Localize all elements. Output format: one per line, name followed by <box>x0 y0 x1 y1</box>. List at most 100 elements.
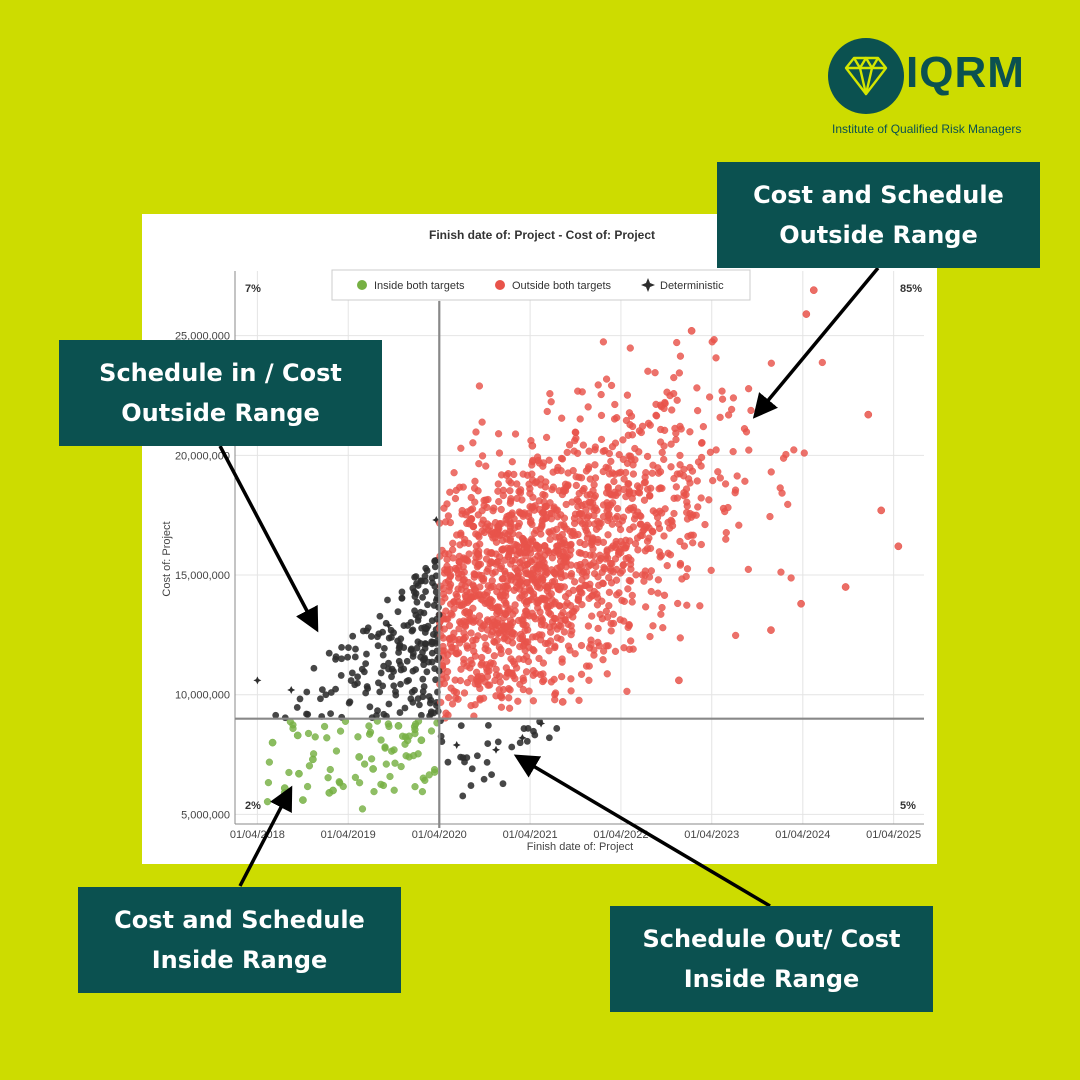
point-outside <box>445 693 453 702</box>
point-deterministic <box>296 695 304 703</box>
point-outside <box>539 459 548 467</box>
point-outside <box>656 438 665 446</box>
point-outside <box>549 483 557 491</box>
point-deterministic <box>419 693 427 701</box>
point-inside <box>354 733 362 741</box>
point-outside <box>528 535 536 543</box>
point-outside <box>507 520 515 528</box>
point-outside <box>545 582 553 590</box>
point-outside <box>460 689 469 697</box>
arrow-bottom-left <box>238 785 293 887</box>
point-outside <box>604 516 612 525</box>
point-outside <box>587 640 595 649</box>
point-outside <box>712 354 720 362</box>
point-outside <box>474 511 482 519</box>
point-outside <box>553 466 561 475</box>
point-deterministic <box>377 669 385 677</box>
point-deterministic <box>484 740 492 747</box>
point-outside <box>494 487 502 495</box>
point-outside <box>541 491 549 499</box>
point-deterministic <box>494 738 502 746</box>
point-outside <box>647 567 655 575</box>
point-deterministic <box>516 739 524 747</box>
point-outside <box>494 480 502 488</box>
point-outside <box>468 505 477 513</box>
point-outside <box>571 578 579 586</box>
scatter-chart: 01/04/2018 01/04/2019 01/04/2020 01/04/2021… <box>161 228 924 853</box>
point-inside <box>402 752 410 760</box>
point-deterministic <box>395 649 402 656</box>
point-deterministic <box>348 669 356 677</box>
point-deterministic <box>374 707 381 715</box>
point-deterministic <box>473 752 481 760</box>
point-inside <box>411 783 419 791</box>
point-outside <box>558 658 566 666</box>
point-deterministic <box>415 701 423 709</box>
point-deterministic <box>432 515 441 524</box>
point-outside <box>500 635 508 643</box>
point-outside <box>629 470 637 478</box>
point-outside <box>553 634 561 642</box>
point-outside <box>609 619 618 628</box>
point-inside <box>417 736 426 745</box>
point-outside <box>475 382 484 390</box>
point-deterministic <box>457 753 465 761</box>
point-outside <box>599 656 607 664</box>
point-inside <box>305 762 314 770</box>
point-deterministic <box>420 661 428 669</box>
point-outside <box>558 698 567 706</box>
point-deterministic <box>467 782 475 789</box>
data-points <box>253 286 903 813</box>
point-outside <box>707 566 715 574</box>
callout-schedule-in-cost-outside: Schedule in / Cost Outside Range <box>59 340 382 446</box>
point-deterministic <box>484 721 492 729</box>
point-outside <box>589 487 597 495</box>
point-outside <box>499 491 507 500</box>
point-deterministic <box>332 653 340 661</box>
point-inside <box>390 786 398 794</box>
point-outside <box>552 525 561 533</box>
point-deterministic <box>418 577 425 585</box>
arrow-top-right <box>752 266 880 419</box>
point-outside <box>864 410 873 419</box>
point-outside <box>637 520 645 528</box>
point-outside <box>529 590 538 598</box>
point-outside <box>490 652 498 660</box>
point-deterministic <box>508 743 516 751</box>
point-deterministic <box>310 664 318 672</box>
point-outside <box>767 359 775 367</box>
point-inside <box>394 721 403 730</box>
point-outside <box>797 599 805 608</box>
point-outside <box>575 696 583 704</box>
point-outside <box>607 381 616 390</box>
point-outside <box>497 471 506 479</box>
point-outside <box>506 527 514 535</box>
point-deterministic <box>344 653 352 661</box>
point-outside <box>626 525 634 534</box>
point-outside <box>597 390 605 399</box>
point-outside <box>777 568 785 576</box>
point-deterministic <box>354 673 362 681</box>
point-deterministic <box>492 745 501 754</box>
point-deterministic <box>272 711 280 719</box>
point-outside <box>767 626 775 634</box>
point-outside <box>686 428 694 436</box>
point-outside <box>511 540 519 548</box>
point-inside <box>386 772 394 781</box>
point-outside <box>599 338 607 346</box>
point-outside <box>660 455 668 464</box>
point-outside <box>689 539 697 547</box>
point-outside <box>447 571 455 580</box>
point-outside <box>728 405 736 413</box>
point-deterministic <box>352 645 359 653</box>
point-outside <box>615 451 623 459</box>
point-deterministic <box>432 596 440 604</box>
point-outside <box>676 352 685 360</box>
point-deterministic <box>524 724 532 732</box>
point-outside <box>745 446 753 454</box>
point-outside <box>725 411 733 419</box>
point-outside <box>593 601 602 609</box>
point-outside <box>622 541 631 550</box>
point-outside <box>607 627 615 635</box>
point-inside <box>299 796 307 804</box>
